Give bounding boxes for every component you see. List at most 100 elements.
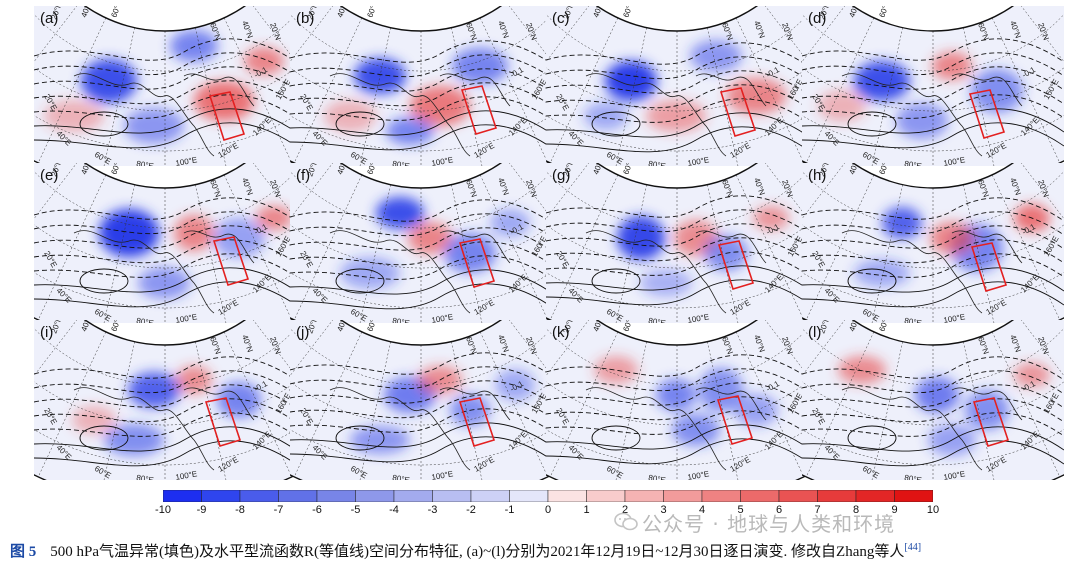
- latitude-label: 60°N: [365, 6, 380, 19]
- colorbar-segment: [393, 490, 433, 502]
- panel-label: (e): [40, 167, 59, 184]
- study-region-box: [208, 91, 246, 141]
- figure-caption: 图 5 500 hPa气温异常(填色)及水平型流函数R(等值线)空间分布特征, (…: [10, 540, 921, 561]
- panel-label: (l): [808, 324, 822, 341]
- streamfunction-contours: [802, 356, 1064, 467]
- colorbar-segment: [316, 490, 356, 502]
- wechat-icon: [614, 512, 638, 531]
- longitude-label: 100°E: [943, 469, 966, 480]
- map-panel: 20°N 40°N 60°N 60°N 40°N 20°N 20°E 40°E 60°E 80°E…: [290, 163, 552, 323]
- longitude-label: 100°E: [687, 312, 710, 323]
- latitude-label: 60°N: [621, 320, 636, 333]
- map-panel: 20°N 40°N 60°N 60°N 40°N 20°N 20°E 40°E 60°E 80°E…: [34, 163, 296, 323]
- map-svg: 20°N 40°N 60°N60°N 40°N 20°N20°E40°E60°E 80°E…: [546, 6, 808, 166]
- colorbar-segment: [239, 490, 279, 502]
- coastline: [329, 230, 511, 314]
- longitude-label: 80°E: [136, 316, 155, 323]
- colorbar-segment: [740, 490, 780, 502]
- latitude-label: 60°N: [877, 6, 892, 19]
- panel-label: (h): [808, 167, 827, 184]
- study-region-box: [204, 397, 242, 447]
- latitude-label: 60°N: [621, 163, 636, 176]
- longitude-label: 100°E: [943, 312, 966, 323]
- latitude-label: 60°N: [109, 320, 124, 333]
- longitude-label: 80°E: [392, 159, 411, 166]
- map-frame: [34, 163, 296, 323]
- colorbar-segment: [432, 490, 472, 502]
- longitude-label: 80°E: [648, 316, 667, 323]
- map-svg: 20°N 40°N 60°N60°N 40°N 20°N20°E40°E60°E 80°E…: [34, 6, 296, 166]
- panel-label: (a): [40, 10, 59, 27]
- colorbar-tick: 2: [621, 504, 629, 516]
- colorbar-segment: [894, 490, 933, 502]
- map-svg: 20°N 40°N 60°N60°N 40°N 20°N20°E40°E60°E 80°E…: [290, 320, 552, 480]
- temperature-anomaly-fill: [99, 206, 292, 299]
- map-frame: [802, 320, 1064, 480]
- study-region-box: [460, 85, 498, 135]
- colorbar-tick: -10: [155, 504, 171, 516]
- study-region-box: [212, 236, 250, 286]
- colorbar-segment: [355, 490, 395, 502]
- streamfunction-contours: [34, 197, 296, 308]
- map-frame: [546, 320, 808, 480]
- colorbar-tick: 9: [891, 504, 898, 516]
- latitude-label: 60°N: [621, 6, 636, 19]
- study-region-box: [970, 242, 1008, 292]
- streamfunction-contours: [290, 199, 552, 310]
- temperature-anomaly-fill: [617, 206, 789, 297]
- temperature-anomaly-fill: [72, 366, 261, 456]
- latitude-label: 60°N: [877, 320, 892, 333]
- map-svg: 20°N 40°N 60°N60°N 40°N 20°N20°E40°E60°E 80°E…: [34, 320, 296, 480]
- longitude-label: 100°E: [175, 312, 198, 323]
- map-svg: 20°N 40°N 60°N60°N 40°N 20°N20°E40°E60°E 80°E…: [290, 6, 552, 166]
- study-region-box: [719, 87, 757, 137]
- panel-grid: 20°N 40°N 60°N 60°N 40°N 20°N 20°E 40°E 60°E 80°E…: [34, 6, 1064, 480]
- study-region-box: [458, 238, 496, 288]
- latitude-label: 60°N: [877, 163, 892, 176]
- longitude-label: 100°E: [431, 155, 454, 166]
- panel-label: (d): [808, 10, 827, 27]
- colorbar-segment: [701, 490, 741, 502]
- study-region-box: [972, 397, 1010, 447]
- colorbar-tick: -4: [389, 504, 399, 516]
- coastline: [585, 387, 767, 471]
- longitude-label: 80°E: [136, 473, 155, 480]
- temperature-anomaly-fill: [584, 40, 786, 132]
- colorbar-segment: [663, 490, 703, 502]
- watermark-text: 公众号 · 地球与人类和环境: [642, 512, 896, 536]
- map-panel: 20°N 40°N 60°N 60°N 40°N 20°N 20°E 40°E 60°E 80°E…: [34, 6, 296, 166]
- map-frame: [802, 6, 1064, 166]
- streamfunction-contours: [34, 38, 296, 149]
- longitude-label: 100°E: [431, 312, 454, 323]
- streamfunction-contours: [546, 42, 808, 153]
- map-panel: 20°N 40°N 60°N 60°N 40°N 20°N 20°E 40°E 60°E 80°E…: [802, 6, 1064, 166]
- map-panel: 20°N 40°N 60°N 60°N 40°N 20°N 20°E 40°E 60°E 80°E…: [802, 320, 1064, 480]
- map-svg: 20°N 40°N 60°N60°N 40°N 20°N20°E40°E60°E 80°E…: [546, 163, 808, 323]
- colorbar-tick: 6: [775, 504, 783, 516]
- longitude-label: 80°E: [392, 473, 411, 480]
- figure-label: 图 5: [10, 544, 37, 560]
- colorbar-segment: [855, 490, 895, 502]
- latitude-label: 60°N: [365, 163, 380, 176]
- streamfunction-contours: [546, 354, 808, 465]
- colorbar-segment: [163, 490, 202, 502]
- map-panel: 20°N 40°N 60°N 60°N 40°N 20°N 20°E 40°E 60°E 80°E…: [546, 163, 808, 323]
- streamfunction-contours: [802, 38, 1064, 149]
- colorbar-tick-labels: -10 -9 -8 -7 -6 -5 -4 -3 -2 -1 0 1 2 3 4 5 6 7 8 9 10: [155, 504, 939, 518]
- panel-label: (f): [296, 167, 311, 184]
- coastline: [841, 230, 1023, 314]
- study-region-box: [717, 240, 755, 290]
- longitude-label: 80°E: [392, 316, 411, 323]
- colorbar-tick: 3: [660, 504, 667, 516]
- map-frame: [34, 6, 296, 166]
- panel-label: (i): [40, 324, 54, 341]
- panel-label: (b): [296, 10, 315, 27]
- colorbar-tick: -9: [196, 504, 207, 516]
- latitude-label: 60°N: [109, 163, 124, 176]
- study-region-box: [458, 397, 496, 447]
- colorbar-segment: [586, 490, 626, 502]
- colorbar-tick: -2: [466, 504, 476, 516]
- map-panel: 20°N 40°N 60°N 60°N 40°N 20°N 20°E 40°E 60°E 80°E…: [290, 320, 552, 480]
- map-frame: [290, 163, 552, 323]
- map-panel: 20°N 40°N 60°N 60°N 40°N 20°N 20°E 40°E 60°E 80°E…: [802, 163, 1064, 323]
